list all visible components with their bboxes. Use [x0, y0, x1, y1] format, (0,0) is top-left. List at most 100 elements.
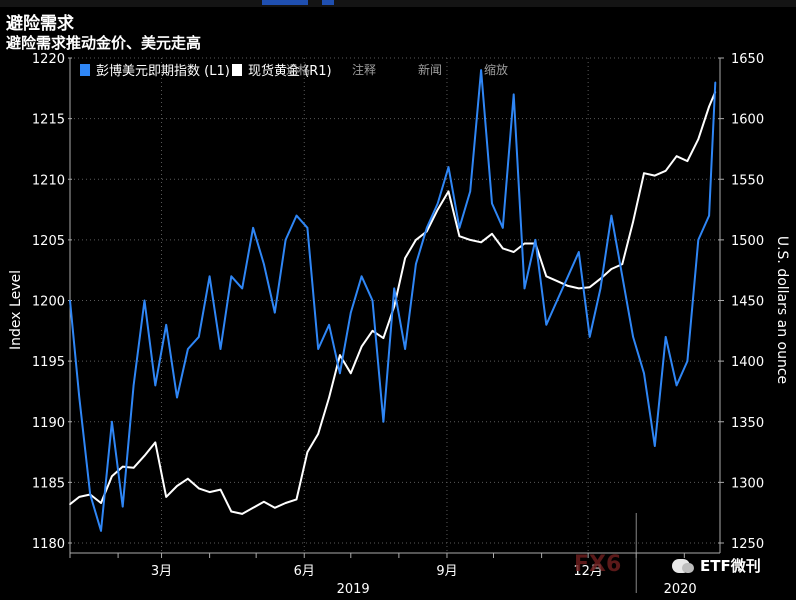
legend-label-gold: 现货黄金 (R1)	[248, 63, 332, 79]
toolbar-overlay-item[interactable]: 缩放	[484, 62, 508, 77]
spot-gold-point	[78, 496, 81, 498]
spot-gold-point	[165, 496, 167, 498]
spot-gold-point	[154, 441, 157, 444]
spot-gold-point	[393, 305, 396, 308]
dollar-index-point	[534, 239, 537, 241]
y-right-tick-label: 1650	[731, 52, 764, 67]
dollar-index-point	[89, 493, 91, 496]
spot-gold-point	[263, 500, 265, 503]
spot-gold-point	[197, 487, 200, 490]
spot-gold-point	[415, 239, 417, 241]
dollar-index-point	[100, 530, 102, 532]
toolbar-overlay-item[interactable]: 退格	[286, 62, 310, 77]
spot-gold-point	[339, 354, 341, 356]
dollar-index-point	[393, 287, 396, 290]
toolbar-tab-highlight[interactable]	[262, 0, 308, 5]
spot-gold-point	[697, 138, 700, 141]
top-toolbar-strip	[0, 0, 796, 7]
axes: 1180 1185 1190 1195 1200 1205 1210 1215 1220 1250…	[8, 52, 790, 597]
spot-gold-point	[111, 475, 113, 478]
dollar-index-point	[230, 275, 233, 278]
spot-gold-point	[675, 155, 678, 158]
spot-gold-point	[436, 208, 439, 211]
y-right-tick-label: 1250	[731, 537, 764, 552]
dollar-index-point	[523, 287, 526, 290]
page-title: 避险需求	[6, 14, 74, 34]
x-tick-label: 6月	[294, 564, 315, 579]
spot-gold-point	[447, 190, 450, 193]
dollar-index-point	[360, 275, 363, 278]
spot-gold-point	[458, 235, 461, 238]
x-tick-label: 12月	[573, 564, 603, 579]
dollar-index-point	[371, 299, 374, 302]
spot-gold-point	[284, 502, 287, 504]
dollar-index-point	[621, 275, 624, 278]
spot-gold-point	[512, 251, 515, 253]
y-right-tick-label: 1300	[731, 476, 764, 491]
spot-gold-point	[187, 477, 189, 480]
dollar-index-point	[273, 311, 276, 314]
dollar-index-point	[426, 226, 428, 229]
dollar-index-point	[643, 372, 645, 375]
dollar-index-point	[241, 287, 243, 290]
dollar-index-point	[447, 166, 450, 168]
spot-gold-point	[317, 433, 320, 435]
dollar-index-point	[708, 214, 710, 217]
y-left-tick-label: 1180	[32, 537, 65, 552]
y-left-tick-label: 1220	[32, 52, 65, 67]
y-right-tick-label: 1400	[731, 355, 764, 370]
dollar-index-point	[502, 226, 504, 229]
dollar-index-point	[567, 275, 569, 278]
spot-gold-point	[469, 239, 472, 241]
spot-gold-point	[686, 160, 689, 162]
spot-gold-point	[176, 485, 178, 487]
dollar-index-point	[339, 372, 341, 375]
dollar-index-point	[556, 299, 558, 302]
toolbar-overlay-item[interactable]: 注释	[352, 62, 376, 77]
dollar-index-point	[632, 336, 634, 338]
dollar-index-point	[176, 396, 178, 399]
dollar-index-point	[132, 384, 135, 387]
dollar-index-point	[111, 420, 113, 423]
spot-gold-point	[578, 287, 580, 290]
y-left-tick-label: 1190	[32, 416, 65, 431]
spot-gold-point	[230, 510, 233, 513]
dollar-index-point	[165, 323, 167, 326]
spot-gold-point	[69, 503, 71, 506]
toolbar-overlay-item[interactable]: 新闻	[418, 62, 442, 77]
spot-gold-point	[349, 372, 352, 375]
series-lines	[69, 69, 717, 532]
spot-gold-point	[654, 174, 656, 177]
page-subtitle: 避险需求推动金价、美元走高	[6, 34, 202, 52]
spot-gold-point	[491, 233, 493, 235]
spot-gold-point	[371, 330, 374, 332]
y-right-axis-title: U.S. dollars an ounce	[774, 236, 790, 384]
spot-gold-point	[143, 454, 146, 457]
spot-gold-point	[664, 169, 667, 172]
y-left-tick-label: 1195	[32, 355, 65, 370]
spot-gold-point	[219, 488, 222, 491]
dollar-index-point	[263, 263, 265, 265]
spot-gold-point	[360, 345, 363, 348]
x-tick-label: 9月	[436, 564, 457, 579]
dollar-index-point	[306, 226, 309, 229]
etf-brand-badge: ETF微刊	[672, 555, 761, 576]
spot-gold-point	[610, 268, 613, 270]
toolbar-tab-small[interactable]	[322, 0, 334, 5]
y-left-tick-label: 1200	[32, 295, 65, 310]
dollar-index-point	[69, 299, 71, 302]
dollar-index-point	[469, 190, 472, 193]
dollar-index-point	[436, 202, 439, 205]
x-tick-label: 3月	[151, 564, 172, 579]
y-right-tick-label: 1500	[731, 234, 764, 249]
dollar-index-point	[675, 384, 678, 387]
spot-gold-point	[545, 275, 548, 278]
dollar-index-point	[187, 348, 189, 350]
dollar-index-point	[491, 202, 493, 205]
dollar-index-point	[458, 226, 461, 229]
spot-gold-point	[621, 263, 624, 265]
dollar-index-point	[404, 348, 406, 350]
dollar-index-point	[512, 93, 515, 96]
spot-gold-point	[306, 451, 309, 453]
